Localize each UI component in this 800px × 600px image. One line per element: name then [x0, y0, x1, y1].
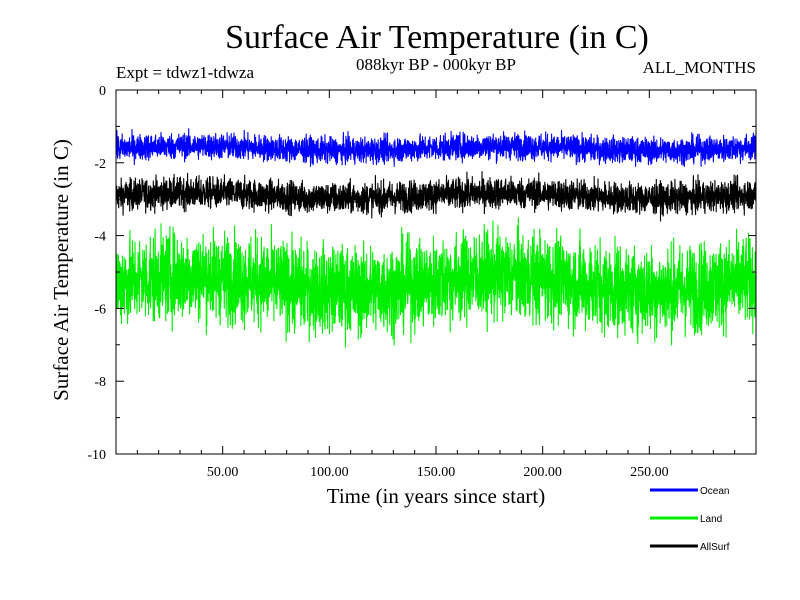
chart-subtitle: 088kyr BP - 000kyr BP: [356, 55, 516, 74]
x-tick-label: 200.00: [523, 465, 562, 480]
x-tick-label: 150.00: [417, 465, 456, 480]
x-axis-label: Time (in years since start): [327, 484, 546, 508]
y-tick-label: -6: [94, 302, 106, 317]
legend-label-land: Land: [700, 514, 722, 525]
x-tick-label: 50.00: [207, 465, 239, 480]
season-label: ALL_MONTHS: [643, 58, 756, 77]
y-axis-label: Surface Air Temperature (in C): [49, 139, 73, 401]
chart-title: Surface Air Temperature (in C): [225, 19, 649, 56]
y-tick-label: 0: [99, 84, 106, 99]
legend-label-ocean: Ocean: [700, 486, 729, 497]
series-layer: [115, 128, 757, 348]
experiment-label: Expt = tdwz1-tdwza: [116, 63, 254, 82]
y-tick-label: -10: [87, 448, 106, 463]
y-tick-label: -8: [94, 375, 106, 390]
legend-label-allsurf: AllSurf: [700, 542, 730, 553]
legend: Ocean Land AllSurf: [650, 486, 730, 553]
x-tick-label: 100.00: [310, 465, 349, 480]
axis-layer: 50.00 100.00 150.00 200.00 250.00 0 -2 -4 -6 -8 -1…: [87, 84, 756, 480]
y-tick-label: -2: [94, 157, 106, 172]
series-line-allsurf: [115, 170, 757, 222]
y-tick-label: -4: [94, 230, 106, 245]
series-line-ocean: [115, 128, 757, 167]
x-tick-label: 250.00: [630, 465, 669, 480]
series-line-land: [115, 217, 757, 348]
